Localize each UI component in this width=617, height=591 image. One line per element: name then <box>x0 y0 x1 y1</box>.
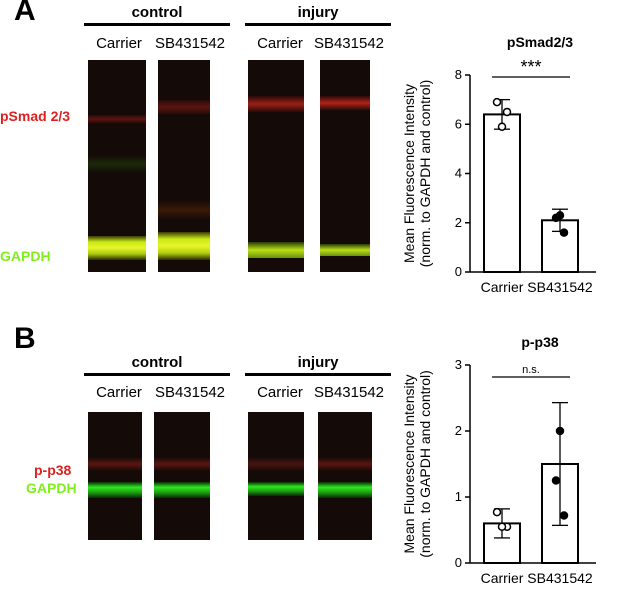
y-tick-label: 1 <box>455 489 462 504</box>
y-axis-label: Mean Fluorescence Intensity <box>401 375 417 554</box>
panel-a-control-line <box>84 23 230 26</box>
data-point <box>492 507 502 517</box>
y-axis-label: (norm. to GAPDH and control) <box>417 80 433 268</box>
significance-label: n.s. <box>522 364 540 376</box>
x-tick-label: Carrier <box>481 570 524 586</box>
chart-b: Mean Fluorescence Intensity (norm. to GAP… <box>401 357 596 586</box>
y-tick-label: 2 <box>455 423 462 438</box>
data-point <box>555 426 565 436</box>
blot-lane <box>88 412 142 540</box>
panel-b-band-label-top: p-p38 <box>34 462 72 478</box>
blot-band-green <box>88 482 142 498</box>
blot-band-red <box>320 96 370 110</box>
blot-band-red <box>88 115 146 123</box>
y-tick-label: 6 <box>455 116 462 131</box>
blot-lane <box>158 60 210 272</box>
significance-label: *** <box>520 57 541 77</box>
data-point <box>492 97 502 107</box>
panel-a-letter: A <box>14 0 36 27</box>
blot-band-red <box>154 457 210 471</box>
y-tick-label: 3 <box>455 357 462 372</box>
bar <box>483 113 521 274</box>
x-tick-label: SB431542 <box>527 570 593 586</box>
panel-b-control-line <box>84 373 230 376</box>
blot-lane <box>320 60 370 272</box>
data-point <box>497 522 507 531</box>
chart-a: Mean Fluorescence Intensity (norm. to GAP… <box>401 57 596 295</box>
blot-lane <box>154 412 210 540</box>
blot-band-red <box>248 96 304 112</box>
y-tick-label: 8 <box>455 67 462 82</box>
panel-a-injury-line <box>245 23 391 26</box>
blot-band-red <box>318 457 372 471</box>
y-tick-label: 2 <box>455 215 462 230</box>
panel-a-band-label-bottom: GAPDH <box>0 248 51 264</box>
blot-band-green <box>318 482 372 498</box>
x-tick-label: SB431542 <box>527 279 593 295</box>
blot-band-red <box>88 457 142 471</box>
panel-b-lane-label: Carrier <box>96 384 142 401</box>
y-tick-label: 4 <box>455 166 462 181</box>
panel-a-band-label-top: pSmad 2/3 <box>0 108 71 124</box>
panel-a-lane-label: SB431542 <box>313 35 385 52</box>
panel-a-lane-label: Carrier <box>257 35 303 52</box>
x-tick-label: Carrier <box>481 279 524 295</box>
blot-band-green <box>248 482 304 496</box>
panel-b-letter: B <box>14 322 36 355</box>
data-point <box>551 213 561 223</box>
data-point <box>502 107 512 117</box>
blot-band-green <box>158 232 210 260</box>
panel-b-group-injury: injury <box>297 354 339 371</box>
blot-band-red <box>248 457 304 471</box>
chart-a-title: pSmad2/3 <box>506 34 574 50</box>
data-point <box>559 228 569 237</box>
panel-b-lane-label: SB431542 <box>154 384 226 401</box>
panel-a-group-injury: injury <box>297 4 339 21</box>
panel-b-group-control: control <box>131 354 183 371</box>
blot-band-faint <box>158 200 210 220</box>
blot-band-green <box>154 482 210 498</box>
y-tick-label: 0 <box>455 264 462 279</box>
blot-band-red <box>158 100 210 114</box>
blot-lane <box>248 60 304 272</box>
panel-b-band-label-bottom: GAPDH <box>26 480 77 496</box>
data-point <box>559 511 569 520</box>
y-axis-label: Mean Fluorescence Intensity <box>401 84 417 263</box>
blot-band-green <box>320 244 370 256</box>
panel-b-lane-label: Carrier <box>257 384 303 401</box>
blot-lane <box>88 60 146 272</box>
panel-b-injury-line <box>245 373 391 376</box>
data-point <box>497 122 507 131</box>
y-tick-label: 0 <box>455 555 462 570</box>
blot-lane <box>248 412 304 540</box>
blot-band-green <box>248 242 304 258</box>
chart-b-title: p-p38 <box>521 334 559 350</box>
panel-a-lane-label: Carrier <box>96 35 142 52</box>
panel-a-lane-label: SB431542 <box>154 35 226 52</box>
blot-lane <box>318 412 372 540</box>
y-axis-label: (norm. to GAPDH and control) <box>417 370 433 558</box>
panel-a-group-control: control <box>131 4 183 21</box>
data-point <box>551 476 561 485</box>
blot-band-faint <box>88 155 146 173</box>
panel-b-lane-label: SB431542 <box>313 384 385 401</box>
blot-band-green <box>88 236 146 260</box>
